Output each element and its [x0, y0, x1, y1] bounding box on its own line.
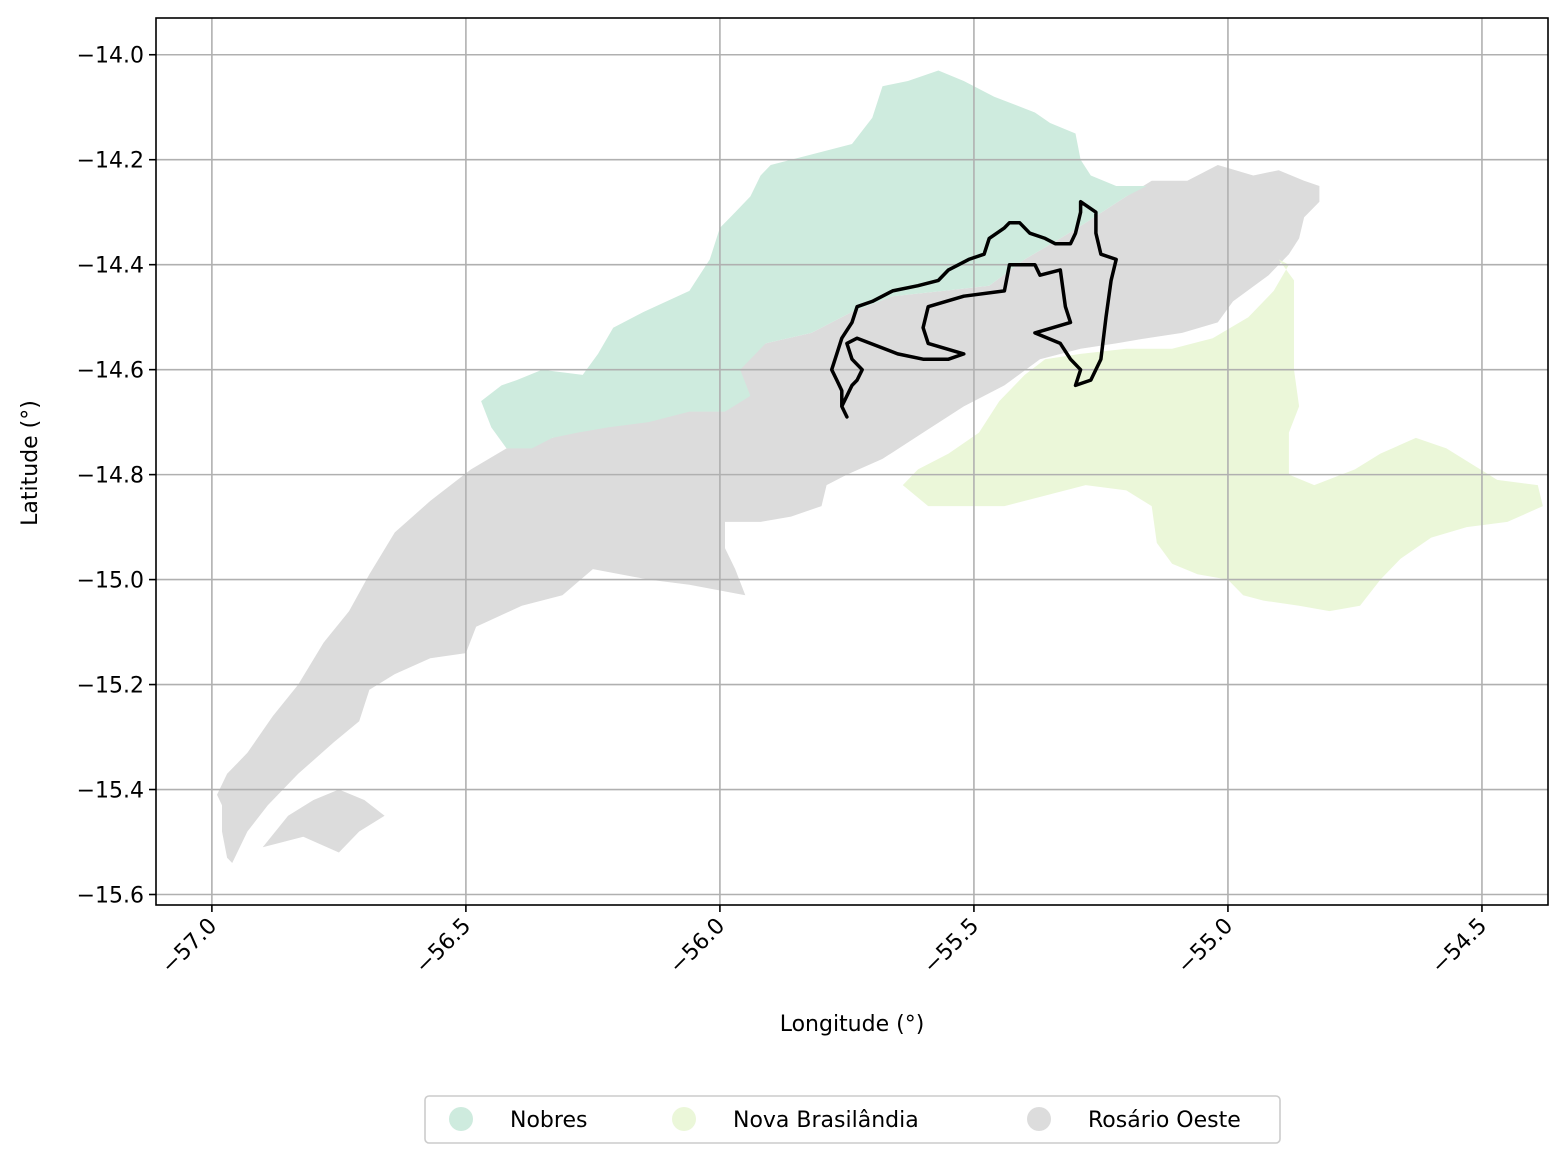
region-rosario-oeste — [217, 165, 1320, 863]
legend-marker-nova-brasilandia — [672, 1107, 696, 1131]
y-tick-label: −15.4 — [77, 779, 144, 804]
region-nova-brasilandia — [902, 259, 1543, 612]
y-tick-label: −14.8 — [77, 464, 144, 489]
legend-marker-rosario-oeste — [1027, 1107, 1051, 1131]
legend-label-rosario-oeste: Rosário Oeste — [1088, 1108, 1241, 1133]
regions — [217, 70, 1543, 863]
y-tick-label: −15.2 — [77, 674, 144, 699]
y-tick-label: −14.2 — [77, 149, 144, 174]
highlighted-area-outline — [829, 199, 1118, 419]
legend-label-nobres: Nobres — [510, 1108, 587, 1133]
y-tick-label: −14.0 — [77, 44, 144, 69]
region-nobres — [481, 70, 1147, 449]
gridlines — [156, 18, 1548, 905]
x-axis-title: Longitude (°) — [780, 1012, 925, 1037]
region-rosario-oeste — [262, 789, 385, 853]
legend-box — [424, 1095, 1281, 1144]
axes-frame — [155, 17, 1549, 906]
legend: Nobres Nova Brasilândia Rosário Oeste — [424, 1095, 1281, 1144]
y-tick-label: −15.6 — [77, 884, 144, 909]
y-tick-label: −14.6 — [77, 359, 144, 384]
y-tick-label: −15.0 — [77, 569, 144, 594]
legend-marker-nobres — [449, 1107, 473, 1131]
y-tick-label: −14.4 — [77, 254, 144, 279]
plot-area: −57.0 −56.5 −56.0 −55.5 −55.0 −54.5−14.0−14.2… — [77, 17, 1549, 979]
y-axis-title: Latitude (°) — [18, 400, 43, 526]
legend-label-nova-brasilandia: Nova Brasilândia — [733, 1108, 919, 1133]
